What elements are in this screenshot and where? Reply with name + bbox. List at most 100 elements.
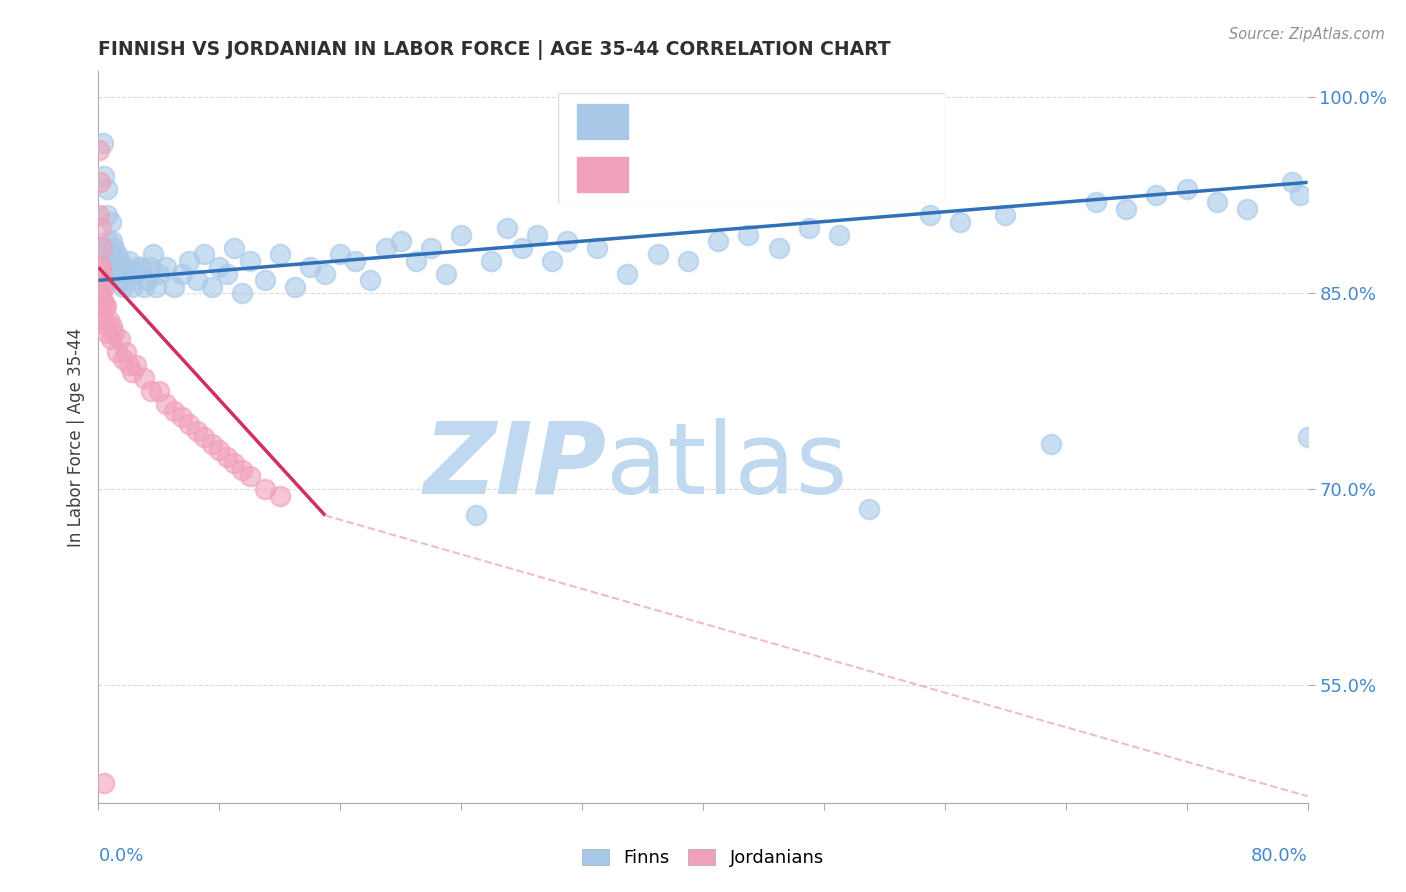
Point — [224, 241, 246, 255]
Point — [145, 280, 167, 294]
Point — [89, 175, 111, 189]
Point — [647, 247, 669, 261]
Point — [1206, 194, 1229, 209]
Point — [90, 260, 112, 275]
Point — [1115, 202, 1137, 216]
Point — [540, 253, 562, 268]
Point — [121, 280, 143, 294]
Point — [918, 208, 941, 222]
Point — [142, 247, 165, 261]
Point — [163, 404, 186, 418]
Point — [163, 280, 186, 294]
Point — [129, 260, 152, 275]
Point — [170, 267, 193, 281]
Point — [420, 241, 443, 255]
Text: atlas: atlas — [606, 417, 848, 515]
Point — [112, 260, 135, 275]
Point — [107, 273, 129, 287]
Point — [155, 397, 177, 411]
Point — [101, 247, 124, 261]
Point — [93, 312, 115, 326]
Point — [329, 247, 352, 261]
Point — [100, 214, 122, 228]
Text: 0.0%: 0.0% — [98, 847, 143, 864]
Point — [231, 286, 253, 301]
Point — [91, 136, 114, 151]
Point — [105, 345, 128, 359]
Point — [118, 358, 141, 372]
Point — [101, 234, 124, 248]
Point — [124, 267, 146, 281]
Point — [1236, 202, 1258, 216]
Point — [231, 463, 253, 477]
Point — [93, 280, 115, 294]
Point — [98, 273, 121, 287]
Point — [179, 253, 201, 268]
Point — [201, 436, 224, 450]
Point — [114, 345, 136, 359]
Point — [434, 267, 457, 281]
Point — [1039, 436, 1062, 450]
Point — [1289, 188, 1312, 202]
Point — [111, 280, 134, 294]
Legend: Finns, Jordanians: Finns, Jordanians — [582, 848, 824, 867]
Point — [110, 260, 132, 275]
Point — [111, 351, 134, 366]
Point — [510, 241, 533, 255]
Point — [105, 247, 128, 261]
Point — [465, 508, 488, 523]
Point — [148, 384, 170, 399]
Point — [179, 417, 201, 431]
Text: 80.0%: 80.0% — [1251, 847, 1308, 864]
Point — [1296, 430, 1319, 444]
Text: ZIP: ZIP — [423, 417, 606, 515]
Point — [139, 260, 162, 275]
Point — [208, 260, 231, 275]
Point — [374, 241, 396, 255]
Point — [127, 260, 149, 275]
Point — [91, 241, 114, 255]
Point — [208, 443, 231, 458]
Point — [994, 208, 1017, 222]
Point — [94, 300, 117, 314]
Point — [253, 483, 276, 497]
Point — [344, 253, 367, 268]
Point — [103, 241, 125, 255]
Point — [100, 253, 122, 268]
Point — [148, 267, 170, 281]
Point — [1175, 182, 1198, 196]
Point — [299, 260, 322, 275]
Point — [96, 319, 118, 334]
Point — [186, 424, 208, 438]
Point — [186, 273, 208, 287]
Point — [170, 410, 193, 425]
Point — [224, 456, 246, 470]
Point — [526, 227, 548, 242]
Point — [91, 273, 114, 287]
Point — [132, 280, 155, 294]
Point — [797, 221, 820, 235]
Point — [89, 208, 111, 222]
Point — [141, 384, 163, 399]
Point — [389, 234, 412, 248]
Point — [360, 273, 382, 287]
Point — [1085, 194, 1108, 209]
Point — [90, 221, 112, 235]
Point — [125, 358, 148, 372]
Point — [239, 253, 262, 268]
Point — [586, 241, 609, 255]
Point — [89, 143, 111, 157]
Text: Source: ZipAtlas.com: Source: ZipAtlas.com — [1229, 27, 1385, 42]
Point — [405, 253, 427, 268]
Point — [90, 286, 112, 301]
Point — [108, 253, 131, 268]
Point — [450, 227, 472, 242]
Point — [269, 489, 291, 503]
Point — [96, 208, 118, 222]
Point — [253, 273, 276, 287]
Point — [103, 267, 125, 281]
Y-axis label: In Labor Force | Age 35-44: In Labor Force | Age 35-44 — [66, 327, 84, 547]
Point — [314, 267, 336, 281]
Point — [93, 169, 115, 183]
Point — [858, 502, 880, 516]
